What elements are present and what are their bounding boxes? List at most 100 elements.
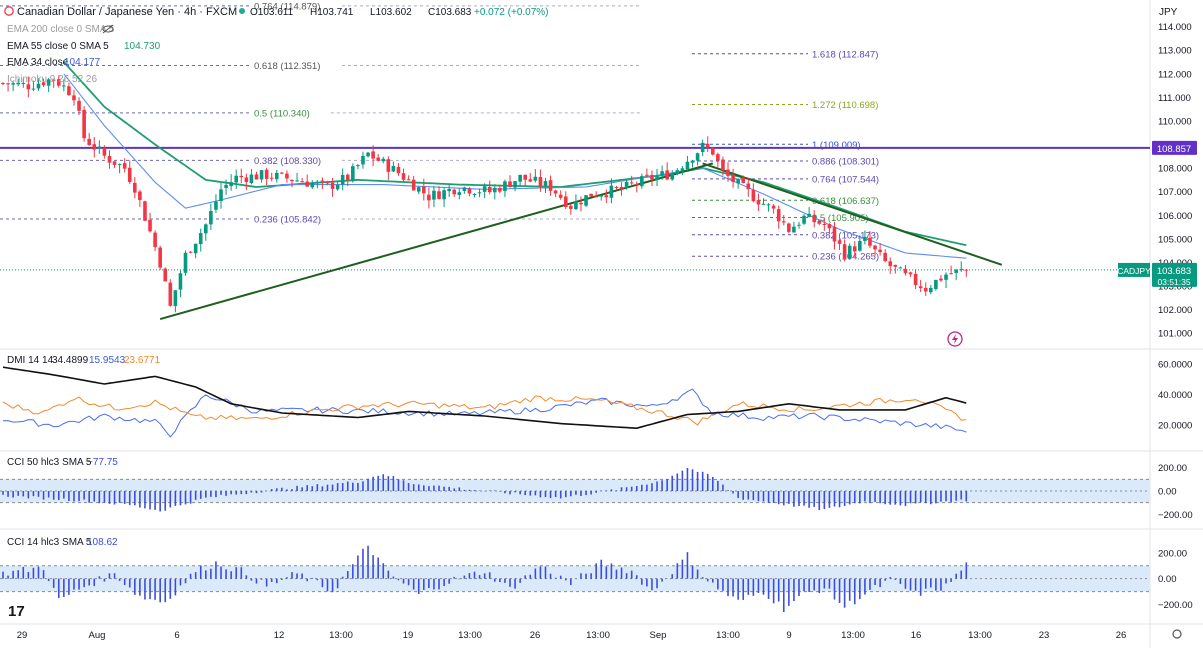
dmi-adx-line[interactable]	[2, 366, 967, 430]
candle	[832, 221, 837, 250]
legend-ema200[interactable]: EMA 200 close 0 SMA 5	[7, 24, 115, 35]
candle	[148, 212, 152, 233]
price-tick-label: 103.000	[1158, 282, 1192, 293]
currency-label[interactable]: JPY	[1159, 7, 1178, 18]
candle	[198, 228, 203, 252]
time-tick-label: 13:00	[329, 630, 353, 641]
candle	[345, 173, 350, 187]
candle-body	[716, 154, 720, 161]
candle	[62, 79, 66, 92]
price-tick-label: 111.000	[1158, 93, 1191, 104]
candle-body	[401, 173, 406, 180]
legend-cci50-value: −77.75	[87, 457, 118, 468]
legend-cci50[interactable]: CCI 50 hlc3 SMA 5	[7, 457, 92, 468]
candle	[173, 290, 178, 313]
candle	[716, 152, 720, 168]
candle	[411, 175, 416, 191]
dmi-minus-line[interactable]	[2, 395, 967, 426]
candle-body	[112, 161, 117, 165]
candle	[437, 186, 441, 200]
candle-body	[457, 192, 462, 195]
candle-body	[193, 243, 198, 254]
candle	[92, 137, 97, 158]
candle	[183, 250, 188, 276]
candle-body	[858, 240, 862, 251]
candle-body	[386, 159, 391, 172]
candle	[842, 239, 847, 262]
candle	[624, 179, 629, 190]
legend-cci14[interactable]: CCI 14 hlc3 SMA 5	[7, 537, 92, 548]
dmi-plus-line[interactable]	[2, 388, 967, 438]
candle	[751, 183, 756, 203]
candle	[959, 261, 964, 272]
price-tick-label: 105.000	[1158, 234, 1192, 245]
candle-body	[574, 201, 578, 210]
legend-ichimoku[interactable]: Ichimoku 9 26 52 26	[7, 74, 97, 85]
candle-body	[553, 190, 558, 194]
candle-body	[503, 181, 507, 192]
candle-body	[102, 147, 107, 156]
candle-body	[787, 223, 791, 232]
candle-body	[31, 88, 36, 90]
candle	[594, 191, 598, 198]
candle-body	[584, 195, 588, 206]
candle-body	[148, 219, 152, 232]
candle	[634, 181, 639, 193]
candle	[249, 168, 254, 185]
candle	[432, 186, 436, 208]
candle	[416, 186, 421, 195]
support-trendline[interactable]	[159, 162, 714, 321]
candle-body	[72, 95, 76, 101]
candle	[112, 161, 117, 168]
candle	[929, 284, 933, 295]
candle	[153, 230, 157, 252]
candle-body	[898, 267, 903, 269]
legend-ema55[interactable]: EMA 55 close 0 SMA 5	[7, 41, 109, 52]
eye-icon[interactable]	[102, 24, 114, 34]
candle-body	[198, 233, 203, 245]
candle-body	[883, 252, 887, 262]
candle-body	[731, 174, 735, 182]
flash-icon[interactable]	[947, 331, 963, 347]
candle-body	[863, 237, 867, 241]
resistance-trendline[interactable]	[702, 162, 1003, 266]
candle-body	[614, 186, 619, 188]
candle	[422, 178, 426, 201]
candle-body	[422, 186, 426, 194]
candle	[376, 153, 380, 162]
candle	[472, 193, 477, 198]
settings-icon[interactable]	[1172, 629, 1182, 639]
candle	[680, 166, 685, 176]
candle	[822, 217, 827, 231]
candle	[482, 183, 487, 198]
candle-body	[640, 176, 644, 187]
legend-dmi[interactable]: DMI 14 14	[7, 355, 54, 366]
candle	[543, 177, 548, 193]
legend-dmi-minus: 23.6771	[124, 355, 161, 366]
candle-body	[548, 180, 553, 191]
candle-body	[624, 181, 629, 189]
candle	[518, 174, 522, 186]
candle	[837, 238, 842, 251]
candle-body	[482, 186, 487, 192]
candle-body	[1, 83, 5, 85]
candle-body	[447, 188, 451, 192]
candle-body	[964, 269, 969, 271]
candle-body	[893, 264, 898, 267]
candle	[386, 156, 391, 180]
candle-body	[178, 273, 183, 290]
legend-ema34[interactable]: EMA 34 close	[7, 57, 69, 68]
candle	[16, 78, 21, 87]
candle-body	[837, 240, 842, 244]
candle	[209, 203, 213, 230]
candle-body	[366, 152, 370, 157]
candle	[310, 180, 315, 190]
symbol-title[interactable]: Canadian Dollar / Japanese Yen · 4h · FX…	[17, 6, 237, 18]
candle-body	[741, 177, 746, 183]
candle-body	[538, 177, 543, 187]
candle-body	[280, 172, 284, 174]
candle	[934, 279, 938, 291]
candle	[244, 173, 249, 191]
candle	[964, 268, 969, 277]
